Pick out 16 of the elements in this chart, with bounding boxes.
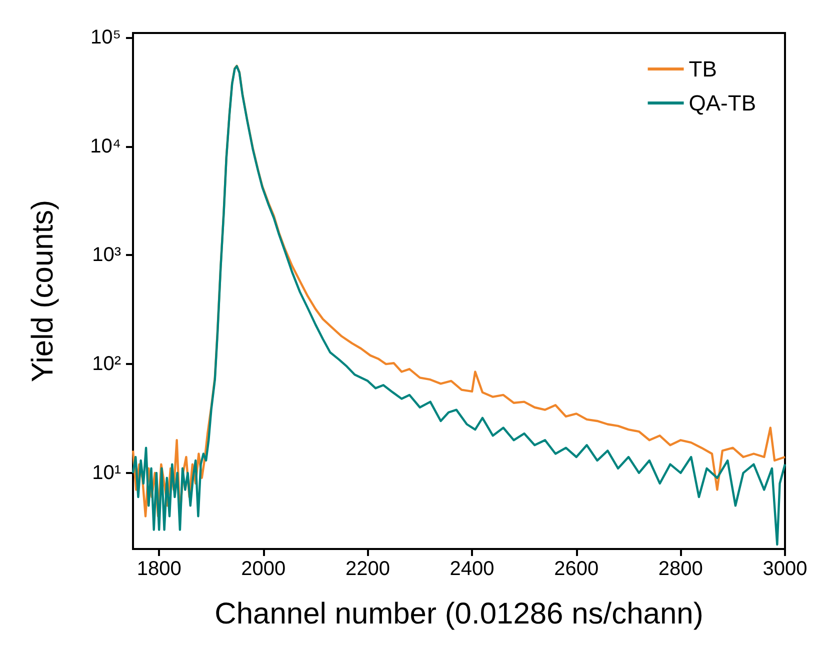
y-tick-label: 10⁵ xyxy=(90,26,121,49)
x-tick-label: 2600 xyxy=(554,558,599,580)
y-tick-label: 10⁴ xyxy=(90,135,121,158)
legend-label: QA-TB xyxy=(688,90,756,116)
legend-label: TB xyxy=(688,56,717,82)
y-tick-label: 10³ xyxy=(92,244,122,266)
x-axis-title: Channel number (0.01286 ns/chann) xyxy=(214,598,704,630)
x-tick-label: 2200 xyxy=(345,558,390,580)
x-tick-label: 2800 xyxy=(658,558,703,580)
x-tick-label: 1800 xyxy=(136,558,182,580)
x-tick-label: 2400 xyxy=(450,558,494,580)
y-tick-label: 10² xyxy=(92,353,122,376)
y-axis-title: Yield (counts) xyxy=(26,200,60,382)
y-tick-label: 10¹ xyxy=(92,462,122,484)
x-tick-label: 3000 xyxy=(762,558,808,580)
x-tick-label: 2000 xyxy=(241,558,286,580)
